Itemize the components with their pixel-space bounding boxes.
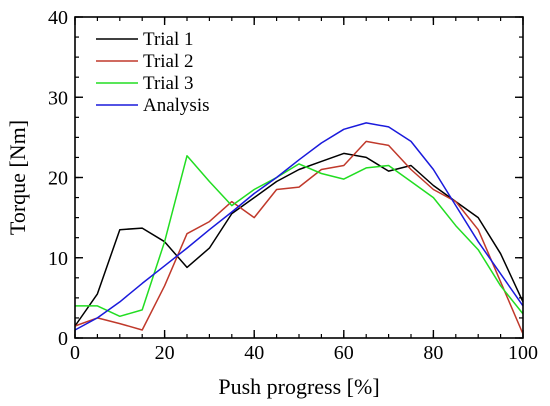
series-lines xyxy=(74,122,524,335)
legend-label: Analysis xyxy=(143,95,210,116)
series-line-analysis xyxy=(74,122,524,331)
legend-label: Trial 2 xyxy=(143,51,194,72)
x-tick-label: 0 xyxy=(70,342,80,364)
y-tick-label: 10 xyxy=(48,248,68,270)
legend-label: Trial 3 xyxy=(143,73,194,94)
y-tick-label: 40 xyxy=(48,7,68,29)
x-tick-label: 100 xyxy=(508,342,538,364)
x-tick-label: 20 xyxy=(155,342,175,364)
y-tick-label: 0 xyxy=(58,328,68,350)
series-line-trial-2 xyxy=(74,140,524,335)
series-line-trial-1 xyxy=(74,152,524,327)
plot-frame xyxy=(74,16,524,339)
x-axis-label: Push progress [%] xyxy=(218,374,379,399)
legend-label: Trial 1 xyxy=(143,29,194,50)
x-tick-label: 60 xyxy=(334,342,354,364)
y-axis-label: Torque [Nm] xyxy=(5,120,30,235)
axis-ticks: 0 20 40 60 80 100 0 10 20 30 40 xyxy=(48,7,538,364)
y-tick-label: 30 xyxy=(48,87,68,109)
x-tick-label: 80 xyxy=(423,342,443,364)
series-line-trial-3 xyxy=(75,155,524,318)
y-tick-label: 20 xyxy=(48,168,68,190)
x-tick-label: 40 xyxy=(244,342,264,364)
